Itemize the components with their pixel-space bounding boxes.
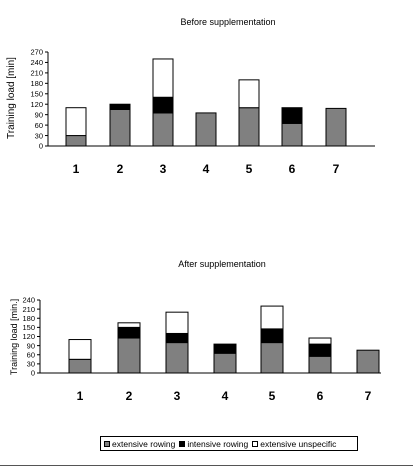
legend-label: extensive rowing	[112, 438, 176, 449]
x-tick-label: 7	[333, 162, 340, 176]
x-tick-label: 6	[317, 389, 324, 403]
y-tick-label: 180	[22, 314, 35, 323]
y-tick-label: 180	[30, 79, 43, 88]
y-tick-label: 210	[22, 305, 35, 314]
y-tick-label: 240	[22, 296, 35, 305]
x-tick-label: 3	[174, 389, 181, 403]
x-tick-label: 3	[160, 162, 167, 176]
bar-segment-extensive-rowing	[260, 342, 284, 374]
y-axis-label: Training load [min]	[6, 57, 17, 139]
legend-item-extensive-unspecific: extensive unspecific	[252, 439, 336, 449]
bars	[68, 305, 380, 374]
bars	[65, 58, 347, 147]
y-tick-label: 0	[39, 142, 43, 151]
bar-segment-intensive-rowing	[281, 107, 303, 124]
y-tick-label: 30	[35, 131, 43, 140]
y-tick-label: 60	[27, 350, 35, 359]
y-tick-label: 120	[22, 332, 35, 341]
bar-segment-extensive-unspecific	[165, 311, 189, 334]
bar-segment-intensive-rowing	[260, 328, 284, 344]
legend-label: intensive rowing	[187, 438, 249, 449]
x-tick-label: 1	[73, 162, 80, 176]
y-axis-label: Training load [min.]	[9, 299, 19, 375]
x-axis-labels: 1 2 3 4 5 6 7	[73, 162, 340, 176]
bar-segment-extensive-unspecific	[65, 107, 87, 137]
bar-segment-extensive-unspecific	[117, 322, 141, 328]
bar-segment-extensive-unspecific	[238, 79, 260, 109]
y-tick-label: 150	[22, 323, 35, 332]
bar-segment-extensive-rowing	[152, 112, 174, 147]
legend-item-intensive-rowing: intensive rowing	[179, 439, 248, 449]
bar-segment-extensive-rowing	[117, 337, 141, 374]
y-tick-label: 90	[35, 110, 43, 119]
y-tick-label: 30	[27, 360, 35, 369]
chart-after-supplementation: After supplementation Training load [min…	[9, 259, 381, 403]
legend-item-extensive-rowing: extensive rowing	[104, 439, 175, 449]
bar-segment-extensive-unspecific	[308, 337, 332, 345]
bar-segment-intensive-rowing	[165, 332, 189, 344]
x-tick-label: 5	[269, 389, 276, 403]
x-tick-label: 6	[289, 162, 296, 176]
bar-segment-intensive-rowing	[152, 96, 174, 114]
y-tick-label: 270	[30, 48, 43, 57]
x-tick-label: 2	[126, 389, 133, 403]
x-tick-label: 2	[117, 162, 124, 176]
bar-segment-extensive-rowing	[325, 107, 347, 147]
bar-segment-extensive-rowing	[213, 352, 237, 374]
bar-segment-extensive-rowing	[308, 355, 332, 374]
x-tick-label: 4	[203, 162, 210, 176]
x-tick-label: 4	[222, 389, 229, 403]
bottom-divider	[0, 465, 413, 466]
x-axis-labels: 1 2 3 4 5 6 7	[77, 389, 372, 403]
chart-title: Before supplementation	[180, 17, 275, 27]
chart-title: After supplementation	[178, 259, 266, 269]
legend: extensive rowing intensive rowing extens…	[100, 436, 358, 451]
bar-segment-extensive-unspecific	[68, 339, 92, 360]
y-tick-label: 120	[30, 100, 43, 109]
bar-segment-extensive-unspecific	[152, 58, 174, 98]
bar-segment-extensive-rowing	[165, 342, 189, 374]
x-tick-label: 1	[77, 389, 84, 403]
x-tick-label: 5	[246, 162, 253, 176]
y-tick-label: 150	[30, 89, 43, 98]
y-tick-label: 240	[30, 58, 43, 67]
bar-segment-intensive-rowing	[308, 343, 332, 357]
y-tick-label: 210	[30, 69, 43, 78]
bar-segment-extensive-rowing	[65, 135, 87, 147]
bar-segment-extensive-rowing	[281, 122, 303, 147]
legend-swatch-intensive-rowing	[179, 440, 186, 447]
bar-segment-extensive-rowing	[238, 107, 260, 147]
bar-segment-extensive-rowing	[356, 349, 380, 374]
y-tick-label: 0	[31, 369, 35, 378]
bar-segment-extensive-rowing	[195, 112, 217, 147]
bar-segment-intensive-rowing	[117, 326, 141, 339]
bar-segment-extensive-unspecific	[260, 305, 284, 330]
chart-before-supplementation: Before supplementation Training load [mi…	[6, 17, 375, 176]
legend-swatch-extensive-rowing	[104, 440, 110, 447]
x-tick-label: 7	[365, 389, 372, 403]
y-tick-label: 90	[27, 341, 35, 350]
y-tick-label: 60	[35, 121, 43, 130]
bar-segment-extensive-rowing	[68, 358, 92, 374]
bar-segment-intensive-rowing	[213, 343, 237, 354]
bar-segment-intensive-rowing	[109, 103, 131, 110]
legend-label: extensive unspecific	[260, 438, 337, 449]
legend-swatch-extensive-unspecific	[252, 440, 259, 447]
bar-segment-extensive-rowing	[109, 108, 131, 147]
